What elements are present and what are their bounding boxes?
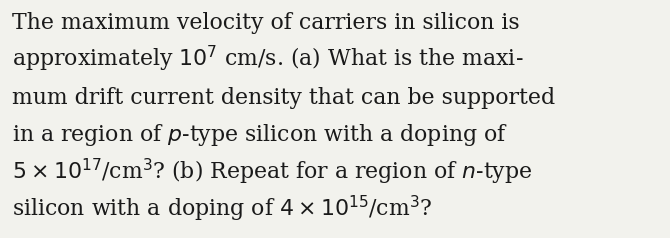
Text: mum drift current density that can be supported: mum drift current density that can be su…: [12, 87, 555, 109]
Text: silicon with a doping of $4 \times 10^{15}$/cm$^3$?: silicon with a doping of $4 \times 10^{1…: [12, 194, 433, 224]
Text: approximately $10^7$ cm/s. (a) What is the maxi-: approximately $10^7$ cm/s. (a) What is t…: [12, 44, 523, 74]
Text: The maximum velocity of carriers in silicon is: The maximum velocity of carriers in sili…: [12, 12, 520, 34]
Text: $5 \times 10^{17}$/cm$^3$? (b) Repeat for a region of $n$-type: $5 \times 10^{17}$/cm$^3$? (b) Repeat fo…: [12, 157, 533, 187]
Text: in a region of $p$-type silicon with a doping of: in a region of $p$-type silicon with a d…: [12, 122, 508, 148]
